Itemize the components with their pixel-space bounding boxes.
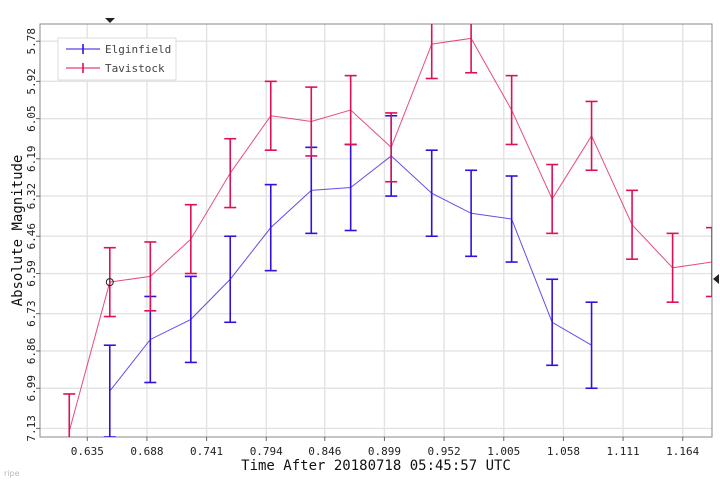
series-line — [68, 37, 712, 432]
x-tick-label: 0.635 — [71, 445, 104, 458]
legend-box — [57, 37, 177, 81]
zoom-marker-right-icon[interactable] — [713, 274, 719, 284]
y-tick-label: 6.19 — [25, 146, 38, 173]
y-tick-label: 5.78 — [25, 28, 38, 55]
watermark: ripe — [4, 469, 20, 478]
legend-label: Elginfield — [105, 43, 171, 56]
y-tick-label: 6.05 — [25, 105, 38, 132]
x-axis-ticks: 0.635 0.688 0.741 0.794 0.846 0.899 0.952 1.005… — [71, 437, 700, 458]
y-axis-title: Absolute Magnitude — [10, 155, 26, 307]
legend-label: Tavistock — [105, 62, 165, 75]
x-tick-label: 0.794 — [250, 445, 283, 458]
x-tick-label: 0.952 — [428, 445, 461, 458]
y-tick-label: 6.46 — [25, 223, 38, 250]
y-axis-ticks: 5.78 5.92 6.05 6.19 6.32 6.46 6.59 6.73 6.86 6.99… — [25, 28, 40, 442]
x-tick-label: 1.164 — [666, 445, 699, 458]
x-tick-label: 0.899 — [368, 445, 401, 458]
series-elginfield — [103, 114, 598, 437]
grid — [40, 24, 712, 437]
x-tick-label: 1.005 — [487, 445, 520, 458]
hover-point-marker[interactable] — [105, 278, 114, 287]
legend: Elginfield Tavistock — [57, 37, 177, 81]
x-tick-label: 0.741 — [190, 445, 223, 458]
x-axis-title: Time After 20180718 05:45:57 UTC — [241, 458, 511, 474]
y-tick-label: 6.32 — [25, 183, 38, 210]
y-tick-label: 5.92 — [25, 68, 38, 95]
y-tick-label: 7.13 — [25, 415, 38, 442]
series-tavistock — [63, 24, 712, 437]
y-tick-label: 6.59 — [25, 260, 38, 287]
zoom-marker-top-icon[interactable] — [105, 18, 115, 23]
x-tick-label: 0.846 — [308, 445, 341, 458]
y-tick-label: 6.99 — [25, 375, 38, 402]
y-tick-label: 6.73 — [25, 300, 38, 327]
x-tick-label: 1.058 — [547, 445, 580, 458]
series-group — [63, 24, 712, 437]
x-tick-label: 0.688 — [130, 445, 163, 458]
y-tick-label: 6.86 — [25, 338, 38, 365]
x-tick-label: 1.111 — [607, 445, 640, 458]
